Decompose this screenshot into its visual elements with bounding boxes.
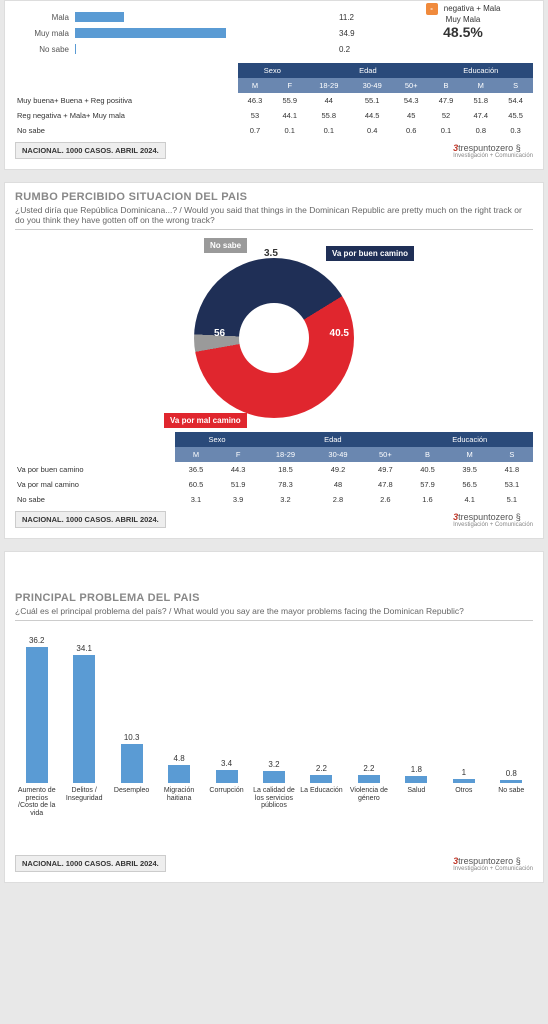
bar-fill [263,771,285,783]
hbar-fill [75,12,124,22]
hbar-value: 11.2 [335,13,354,22]
bar-column: 34.1 Delitos / Inseguridad [62,644,105,821]
footer-note: NACIONAL. 1000 CASOS. ABRIL 2024. [15,855,166,872]
bar-label: Corrupción [209,787,243,821]
label-mal: Va por mal camino [164,413,247,428]
bar-value: 34.1 [76,644,92,653]
bar-column: 1.8 Salud [395,765,438,821]
summary-negative: - negativa + Mala Muy Mala 48.5% [403,3,523,40]
summary-line2: Muy Mala [446,15,481,24]
summary-line1: negativa + Mala [444,4,501,13]
bar-fill [73,655,95,783]
bar-value: 2.2 [363,764,374,773]
panel-problema: PRINCIPAL PROBLEMA DEL PAIS ¿Cuál es el … [4,551,544,883]
bar-fill [453,779,475,783]
table-row: No sabe0.70.10.10.40.60.10.80.3 [15,123,533,138]
bar-label: Violencia de género [347,787,390,821]
label-nosabe: No sabe [204,238,247,253]
minus-icon: - [426,3,438,15]
bar-value: 1.8 [411,765,422,774]
section-title: RUMBO PERCIBIDO SITUACION DEL PAIS [15,191,533,203]
bar-fill [310,775,332,783]
bar-fill [405,776,427,783]
bar-fill [500,780,522,783]
bar-label: No sabe [498,787,524,821]
table-row: Reg negativa + Mala+ Muy mala5344.155.84… [15,108,533,123]
bar-label: Salud [407,787,425,821]
bar-label: Otros [455,787,472,821]
bar-fill [216,770,238,783]
hbar-fill [75,28,226,38]
logo: 3trespuntozero §Investigación + Comunica… [453,512,533,528]
hbar-value: 34.9 [335,29,355,38]
hbar-label: No sabe [15,45,75,54]
logo: 3trespuntozero §Investigación + Comunica… [453,143,533,159]
bar-column: 2.2 La Educación [300,764,343,821]
value-nosabe: 3.5 [264,248,278,259]
bar-chart: 36.2 Aumento de precios /Costo de la vida… [15,631,533,821]
bar-label: Desempleo [114,787,149,821]
bar-label: La calidad de los servicios públicos [252,787,295,821]
bar-column: 10.3 Desempleo [110,733,153,821]
bar-label: Delitos / Inseguridad [62,787,105,821]
value-mal: 56 [214,328,225,339]
panel-rumbo: RUMBO PERCIBIDO SITUACION DEL PAIS ¿Uste… [4,182,544,539]
bar-fill [26,647,48,783]
label-buen: Va por buen camino [326,246,414,261]
hbar-value: 0.2 [335,45,350,54]
crosstab-1: SexoEdadEducaciónMF18-2930-4950+BMSMuy b… [15,63,533,138]
bar-value: 3.4 [221,759,232,768]
bar-column: 1 Otros [442,768,485,821]
hbar-label: Muy mala [15,29,75,38]
table-row: No sabe3.13.93.22.82.61.64.15.1 [15,492,533,507]
table-row: Va por mal camino60.551.978.34847.857.95… [15,477,533,492]
bar-value: 1 [462,768,466,777]
donut-chart: No sabe 3.5 Va por buen camino 40.5 56 V… [144,238,404,428]
hbar-label: Mala [15,13,75,22]
bar-fill [121,744,143,783]
section-title: PRINCIPAL PROBLEMA DEL PAIS [15,592,533,604]
section-subtitle: ¿Cuál es el principal problema del país?… [15,606,533,621]
footer-note: NACIONAL. 1000 CASOS. ABRIL 2024. [15,511,166,528]
bar-label: Aumento de precios /Costo de la vida [15,787,58,821]
bar-value: 10.3 [124,733,140,742]
bar-column: 3.2 La calidad de los servicios públicos [252,760,295,821]
table-row: Va por buen camino36.544.318.549.249.740… [15,462,533,477]
value-buen: 40.5 [330,328,349,339]
donut-hole [239,303,309,373]
table-row: Muy buena+ Buena + Reg positiva46.355.94… [15,93,533,108]
bar-column: 4.8 Migración haitiana [157,754,200,821]
hbar-fill [75,44,76,54]
bar-column: 0.8 No sabe [490,769,533,821]
bar-value: 4.8 [174,754,185,763]
summary-value: 48.5% [443,24,483,40]
bar-value: 36.2 [29,636,45,645]
crosstab-2: SexoEdadEducaciónMF18-2930-4950+BMSVa po… [15,432,533,507]
bar-label: La Educación [300,787,342,821]
bar-value: 2.2 [316,764,327,773]
bar-column: 36.2 Aumento de precios /Costo de la vida [15,636,58,821]
bar-column: 3.4 Corrupción [205,759,248,821]
bar-value: 3.2 [268,760,279,769]
hbar-row: No sabe 0.2 [15,41,533,57]
footer-note: NACIONAL. 1000 CASOS. ABRIL 2024. [15,142,166,159]
logo: 3trespuntozero §Investigación + Comunica… [453,856,533,872]
bar-fill [168,765,190,783]
bar-label: Migración haitiana [157,787,200,821]
panel-situacion-partial: - negativa + Mala Muy Mala 48.5% Mala 11.… [4,0,544,170]
bar-column: 2.2 Violencia de género [347,764,390,821]
bar-value: 0.8 [506,769,517,778]
section-subtitle: ¿Usted diría que República Dominicana...… [15,205,533,230]
bar-fill [358,775,380,783]
